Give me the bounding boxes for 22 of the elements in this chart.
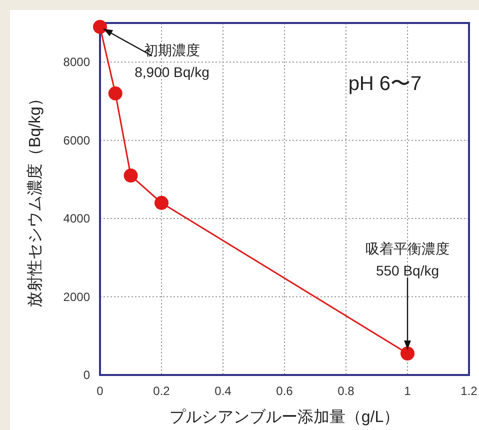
point xyxy=(400,346,414,360)
y-tick-label: 0 xyxy=(83,368,90,382)
point xyxy=(93,20,107,34)
y-tick-label: 4000 xyxy=(63,212,90,226)
x-tick-label: 1 xyxy=(404,384,412,398)
y-tick-label: 2000 xyxy=(63,290,90,304)
point xyxy=(124,168,138,183)
x-tick-label: 0 xyxy=(96,384,104,398)
point xyxy=(108,86,122,100)
annotation: 吸着平衡濃度 550 Bq/kg xyxy=(366,240,450,278)
x-axis-title: プルシアンブルー添加量（g/L） xyxy=(169,408,400,426)
annotation: 初期濃度 8,900 Bq/kg xyxy=(134,42,210,80)
x-tick-label: 0.8 xyxy=(338,384,355,398)
point xyxy=(154,196,168,210)
y-tick-label: 8000 xyxy=(63,55,90,70)
y-axis-title: 放射性セシウム濃度（Bq/kg） xyxy=(26,90,44,308)
annotation: pH 6〜7 xyxy=(348,73,422,95)
x-tick-label: 0.6 xyxy=(276,384,294,398)
x-tick-label: 1.2 xyxy=(460,384,478,398)
x-tick-label: 0.2 xyxy=(153,384,170,398)
x-tick-label: 0.4 xyxy=(214,384,232,398)
y-tick-label: 6000 xyxy=(63,133,90,148)
